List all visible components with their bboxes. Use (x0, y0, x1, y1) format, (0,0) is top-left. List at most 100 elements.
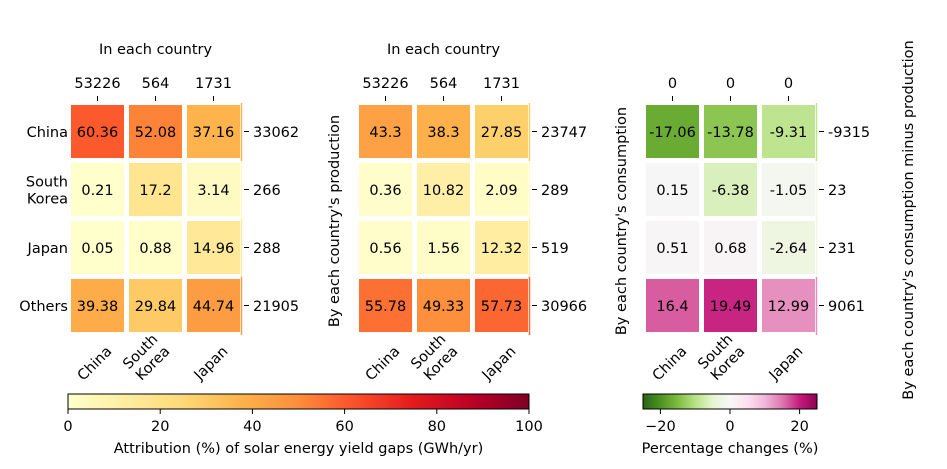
cell-value-label: 17.2 (139, 183, 171, 199)
panel-title: In each country (99, 42, 213, 58)
colorbar-tick-label: −20 (645, 419, 676, 435)
column-label: Japan (191, 344, 232, 385)
column-label: SouthKorea (408, 332, 461, 385)
heatmap-cell (359, 221, 412, 274)
heatmap-cell (417, 221, 470, 274)
row-label-line: China (27, 125, 68, 141)
cell-value-label: -2.64 (770, 241, 808, 257)
cell-value-label: 0.56 (369, 241, 401, 257)
heatmap-cell (71, 221, 124, 274)
cell-value-label: 0.21 (81, 183, 113, 199)
colorbar-attribution: 0 20 40 60 80 100 Attribution (%) of solar ene… (63, 393, 543, 457)
cell-value-label: -9.31 (770, 125, 808, 141)
heatmap-cell (646, 105, 699, 158)
right-tick-label: 21905 (253, 299, 299, 315)
heatmap-cell (359, 279, 412, 332)
heatmap-cell (129, 279, 182, 332)
cell-value-label: 44.74 (193, 299, 235, 315)
colorbar-label: Attribution (%) of solar energy yield ga… (114, 441, 483, 457)
top-tick-label: 564 (142, 76, 170, 92)
heatmap-cell (762, 279, 815, 332)
row-label: Japan (27, 241, 68, 257)
column-label: Japan (479, 344, 520, 385)
heatmap-cell (187, 279, 240, 332)
cell-value-label: 27.85 (481, 125, 523, 141)
cell-value-label: 57.73 (481, 299, 523, 315)
right-tick-label: 23747 (541, 125, 587, 141)
row-label-line: Others (19, 299, 68, 315)
cell-value-label: 14.96 (193, 241, 235, 257)
heatmap-cell (475, 163, 528, 216)
panel-title: In each country (387, 42, 501, 58)
right-tick-label: 266 (253, 183, 281, 199)
top-tick-label: 0 (784, 76, 793, 92)
heatmap-cell (359, 105, 412, 158)
heatmap-cell (646, 279, 699, 332)
heatmap-cell (187, 105, 240, 158)
cell-value-label: -17.06 (649, 125, 696, 141)
cell-value-label: 0.05 (81, 241, 113, 257)
heatmap-cell (762, 221, 815, 274)
colorbar-gradient (67, 393, 530, 410)
heatmap-cell (129, 221, 182, 274)
heatmap-cell (704, 279, 757, 332)
colorbar-gradient (642, 393, 818, 410)
column-label: China (363, 344, 404, 385)
heatmap-cell (129, 105, 182, 158)
colorbar-tick-label: 0 (63, 419, 72, 435)
cell-value-label: 12.32 (481, 241, 523, 257)
heatmap-cell (704, 163, 757, 216)
heatmap-cell (417, 163, 470, 216)
right-tick-label: 519 (541, 241, 569, 257)
heatmap-cell (475, 279, 528, 332)
right-tick-label: 23 (828, 183, 846, 199)
row-label: South Korea (26, 175, 68, 208)
heatmap-cell (704, 221, 757, 274)
heatmap-panel-production: In each country 53226 564 1731 60.36 52.08 37.… (19, 42, 299, 385)
right-tick-label: 9061 (828, 299, 865, 315)
colorbar-tick-label: 60 (335, 419, 353, 435)
heatmap-cell (417, 279, 470, 332)
cell-value-label: 0.51 (656, 241, 688, 257)
heatmap-cell (129, 163, 182, 216)
heatmap-cell (187, 163, 240, 216)
row-label-line: Korea (27, 192, 68, 208)
cell-value-label: 3.14 (197, 183, 229, 199)
colorbar-tick-label: 40 (243, 419, 261, 435)
column-label-line: China (75, 344, 116, 385)
column-label-line: China (363, 344, 404, 385)
cell-value-label: 38.3 (427, 125, 459, 141)
top-tick-label: 1731 (195, 76, 232, 92)
cell-value-label: 39.38 (77, 299, 119, 315)
cell-value-label: 12.99 (768, 299, 810, 315)
cell-value-label: 49.33 (423, 299, 465, 315)
heatmap-cell (475, 221, 528, 274)
heatmap-cell (646, 221, 699, 274)
right-tick-label: 30966 (541, 299, 587, 315)
heatmap-cell (71, 105, 124, 158)
row-label-line: South (26, 175, 68, 191)
cell-value-label: 19.49 (710, 299, 752, 315)
cell-value-label: 10.82 (423, 183, 465, 199)
right-tick-label: 231 (828, 241, 856, 257)
colorbar-tick-label: 20 (790, 419, 808, 435)
colorbar-tick-label: 100 (515, 419, 543, 435)
cell-value-label: 0.36 (369, 183, 401, 199)
top-tick-label: 564 (430, 76, 458, 92)
heatmap-cell (704, 105, 757, 158)
heatmap-cell (71, 163, 124, 216)
cell-value-label: 0.88 (139, 241, 171, 257)
top-tick-label: 53226 (74, 76, 120, 92)
top-tick-label: 0 (726, 76, 735, 92)
cell-value-label: 52.08 (135, 125, 177, 141)
right-y-axis-label: By each country's consumption minus prod… (901, 40, 917, 399)
colorbar-tick-label: 80 (428, 419, 446, 435)
colorbar-percentage-change: −20 0 20 Percentage changes (%) (642, 393, 818, 457)
heatmap-cell (71, 279, 124, 332)
cell-value-label: 2.09 (485, 183, 517, 199)
heatmap-panel-consumption: In each country 53226 564 1731 43.3 38.3 27.85… (327, 42, 587, 385)
top-tick-label: 0 (668, 76, 677, 92)
cell-value-label: -6.38 (712, 183, 750, 199)
y-axis-label: By each country's consumption (614, 107, 630, 335)
